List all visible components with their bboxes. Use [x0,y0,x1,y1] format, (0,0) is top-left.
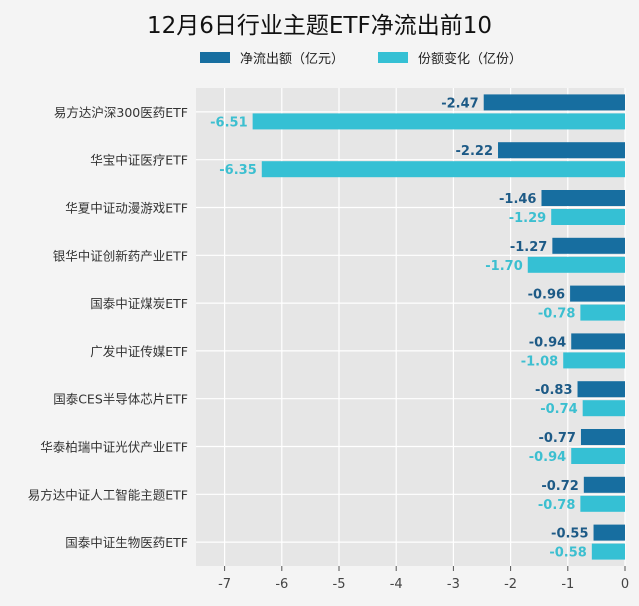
bar-outflow [583,476,625,493]
legend-swatch-outflow [200,52,230,63]
data-label: -0.94 [529,335,566,350]
bar-share-change [527,256,625,273]
bar-outflow [541,190,625,206]
category-label: 华宝中证医疗ETF [90,153,188,168]
category-label: 银华中证创新药产业ETF [53,248,188,263]
legend-label-share-change: 份额变化（亿份） [418,52,523,67]
category-label: 易方达沪深300医药ETF [54,105,188,120]
bar-outflow [571,333,625,350]
category-label: 国泰中证煤炭ETF [90,296,188,311]
data-label: -0.96 [528,288,565,303]
data-label: -0.74 [540,402,577,417]
data-label: -0.94 [529,450,566,465]
data-label: -0.77 [538,431,575,446]
legend-item-outflow: 净流出额（亿元） [200,48,344,67]
bar-share-change [582,400,625,417]
x-tick-label: -4 [390,577,403,592]
chart-title: 12月6日行业主题ETF净流出前10 [147,13,492,39]
data-label: -6.51 [210,115,247,130]
category-label: 华夏中证动漫游戏ETF [65,201,188,216]
data-label: -1.27 [510,240,547,255]
bar-outflow [577,381,625,398]
data-label: -0.78 [538,498,575,513]
bar-share-change [580,304,625,321]
category-label: 国泰CES半导体芯片ETF [53,392,188,407]
category-label: 易方达中证人工智能主题ETF [28,487,188,502]
legend-item-share-change: 份额变化（亿份） [378,48,522,67]
bar-outflow [593,524,625,541]
bar-outflow [580,429,625,445]
data-label: -0.78 [538,307,575,322]
x-tick-label: -1 [561,577,574,592]
x-tick-label: 0 [621,577,629,592]
data-label: -0.83 [535,383,572,398]
data-label: -6.35 [219,163,256,178]
data-label: -1.70 [485,259,522,274]
data-label: -1.46 [499,192,536,207]
bar-share-change [591,543,625,560]
bar-share-change [571,448,625,464]
category-label: 华泰柏瑞中证光伏产业ETF [40,440,188,455]
data-label: -0.58 [549,546,586,561]
legend: 净流出额（亿元） 份额变化（亿份） [200,48,522,67]
x-tick-label: -6 [275,577,288,592]
x-tick-label: -3 [447,577,460,592]
legend-label-outflow: 净流出额（亿元） [240,52,345,67]
data-label: -2.22 [456,144,493,159]
x-tick-label: -7 [218,577,231,592]
category-label: 广发中证传媒ETF [90,344,188,359]
bar-outflow [570,285,625,302]
x-tick-label: -5 [333,577,346,592]
category-label: 国泰中证生物医药ETF [65,535,188,550]
data-label: -1.08 [521,354,558,369]
data-label: -0.55 [551,527,588,542]
bar-share-change [261,161,625,178]
bar-share-change [551,209,625,225]
data-label: -0.72 [541,479,578,494]
data-label: -1.29 [509,211,546,226]
bar-share-change [580,495,625,512]
bar-outflow [483,94,625,111]
bar-share-change [563,352,625,369]
bar-share-change [252,113,626,130]
x-tick-label: -2 [504,577,517,592]
data-label: -2.47 [441,96,478,111]
legend-swatch-share-change [378,52,409,63]
bar-outflow [498,142,625,159]
bar-outflow [552,237,625,254]
